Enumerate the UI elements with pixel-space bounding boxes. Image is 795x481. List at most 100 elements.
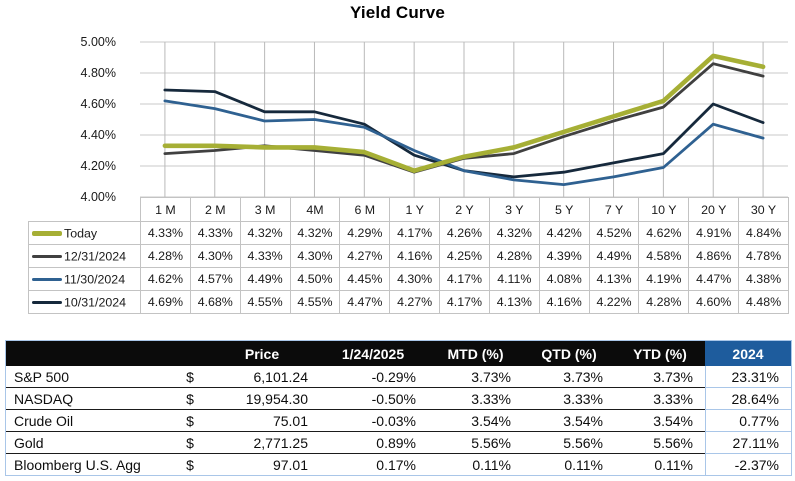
- table-row: S&P 500 $6,101.24 -0.29% 3.73% 3.73% 3.73% 23.…: [6, 366, 791, 388]
- asset-name: NASDAQ: [6, 388, 174, 410]
- table-row: Gold $2,771.25 0.89% 5.56% 5.56% 5.56% 27.11%: [6, 432, 791, 454]
- market-header-row: Price 1/24/2025 MTD (%) QTD (%) YTD (%) 2024: [6, 341, 791, 366]
- x-axis-label: 20 Y: [688, 197, 740, 222]
- yield-value-cell: 4.58%: [638, 244, 690, 268]
- year-2024-value: 0.77%: [705, 410, 791, 432]
- yield-value-cell: 4.68%: [189, 290, 241, 314]
- x-axis-label: 30 Y: [738, 197, 789, 222]
- yield-value-cell: 4.19%: [638, 267, 690, 291]
- year-2024-value: 27.11%: [705, 432, 791, 454]
- legend-marker-icon: [32, 300, 62, 304]
- market-header-spacer: [174, 341, 206, 366]
- x-axis-label: 2 M: [189, 197, 241, 222]
- ytd-value: 0.11%: [654, 456, 693, 473]
- y-axis-tick-label: 4.40%: [80, 128, 116, 142]
- x-axis-label: 1 Y: [389, 197, 441, 222]
- yield-table-row: 11/30/2024 4.62% 4.57% 4.49% 4.50% 4.45% 4.30%…: [28, 267, 789, 291]
- yield-value-cell: 4.16%: [389, 244, 441, 268]
- table-corner-spacer: [29, 198, 141, 222]
- legend-item: 11/30/2024: [28, 267, 141, 291]
- legend-marker-icon: [32, 277, 62, 281]
- yield-value-cell: 4.28%: [488, 244, 540, 268]
- daily-change: 0.89%: [318, 432, 428, 454]
- legend-label: 12/31/2024: [64, 249, 127, 264]
- legend-item: 10/31/2024: [28, 290, 141, 314]
- yield-value-cell: 4.30%: [189, 244, 241, 268]
- x-axis-label: 3 M: [239, 197, 291, 222]
- yield-value-cell: 4.39%: [538, 244, 590, 268]
- currency-symbol: $: [174, 432, 206, 454]
- market-header-spacer: [6, 341, 174, 366]
- market-performance-table: Price 1/24/2025 MTD (%) QTD (%) YTD (%) 2024 S…: [5, 340, 792, 476]
- y-axis-tick-label: 4.60%: [80, 97, 116, 111]
- yield-value-cell: 4.30%: [389, 267, 441, 291]
- yield-value-cell: 4.13%: [588, 267, 640, 291]
- year-2024-value: 28.64%: [705, 388, 791, 410]
- yield-table-row: 12/31/2024 4.28% 4.30% 4.33% 4.30% 4.27% 4.16%…: [28, 244, 789, 268]
- y-axis-tick-label: 4.00%: [80, 190, 116, 204]
- qtd-value: 5.56%: [523, 432, 615, 454]
- yield-value-cell: 4.32%: [488, 221, 540, 245]
- qtd-value: 3.33%: [523, 388, 615, 410]
- yield-table-row: Today 4.33% 4.33% 4.32% 4.32% 4.29% 4.17% 4.26%…: [28, 221, 789, 245]
- yield-table-row: 10/31/2024 4.69% 4.68% 4.55% 4.55% 4.47% 4.27%…: [28, 290, 789, 314]
- mtd-value: 3.33%: [428, 388, 523, 410]
- market-header-mtd: MTD (%): [428, 341, 523, 366]
- yield-value-cell: 4.86%: [688, 244, 740, 268]
- series-line-11-30-2024: [163, 99, 765, 186]
- yield-value-cell: 4.26%: [439, 221, 490, 245]
- yield-value-cell: 4.55%: [289, 290, 341, 314]
- yield-value-cell: 4.47%: [339, 290, 391, 314]
- price-value: 6,101.24: [206, 366, 318, 388]
- yield-value-cell: 4.32%: [239, 221, 291, 245]
- yield-value-cell: 4.29%: [339, 221, 391, 245]
- currency-symbol: $: [186, 456, 194, 473]
- mtd-value: 5.56%: [428, 432, 523, 454]
- yield-value-cell: 4.33%: [239, 244, 291, 268]
- yield-value-cell: 4.33%: [140, 221, 191, 245]
- year-2024-value: 23.31%: [705, 366, 791, 388]
- price-value: 75.01: [206, 410, 318, 432]
- yield-value-cell: 4.62%: [140, 267, 191, 291]
- asset-name: Bloomberg U.S. Agg: [14, 456, 141, 473]
- yield-value-cell: 4.28%: [140, 244, 191, 268]
- market-header-qtd: QTD (%): [523, 341, 615, 366]
- series-line-today: [162, 53, 766, 173]
- qtd-value: 0.11%: [564, 456, 603, 473]
- yield-value-cell: 4.45%: [339, 267, 391, 291]
- legend-marker-icon: [32, 254, 62, 258]
- yield-value-cell: 4.60%: [688, 290, 740, 314]
- price-value: 19,954.30: [206, 388, 318, 410]
- mtd-value: 0.11%: [472, 456, 511, 473]
- daily-change: -0.03%: [318, 410, 428, 432]
- yield-value-cell: 4.17%: [389, 221, 441, 245]
- mtd-value: 3.73%: [428, 366, 523, 388]
- yield-value-cell: 4.32%: [289, 221, 341, 245]
- legend-item: 12/31/2024: [28, 244, 141, 268]
- yield-value-cell: 4.69%: [140, 290, 191, 314]
- daily-change: 0.17%: [376, 456, 416, 473]
- yield-value-cell: 4.55%: [239, 290, 291, 314]
- price-value: 2,771.25: [206, 432, 318, 454]
- asset-name: Crude Oil: [6, 410, 174, 432]
- currency-symbol: $: [174, 388, 206, 410]
- ytd-value: 5.56%: [615, 432, 705, 454]
- yield-value-cell: 4.91%: [688, 221, 740, 245]
- daily-change: -0.50%: [318, 388, 428, 410]
- yield-value-cell: 4.28%: [638, 290, 690, 314]
- yield-value-cell: 4.16%: [538, 290, 590, 314]
- currency-symbol: $: [174, 366, 206, 388]
- yield-value-cell: 4.47%: [688, 267, 740, 291]
- yield-value-cell: 4.13%: [488, 290, 540, 314]
- yield-value-cell: 4.38%: [738, 267, 789, 291]
- legend-label: 11/30/2024: [64, 272, 126, 287]
- chart-title: Yield Curve: [349, 3, 446, 22]
- year-2024-value: -2.37%: [705, 454, 791, 475]
- yield-value-cell: 4.17%: [439, 290, 490, 314]
- yield-value-cell: 4.48%: [738, 290, 789, 314]
- y-axis-tick-label: 5.00%: [80, 35, 116, 49]
- x-axis-label: 4M: [289, 197, 341, 222]
